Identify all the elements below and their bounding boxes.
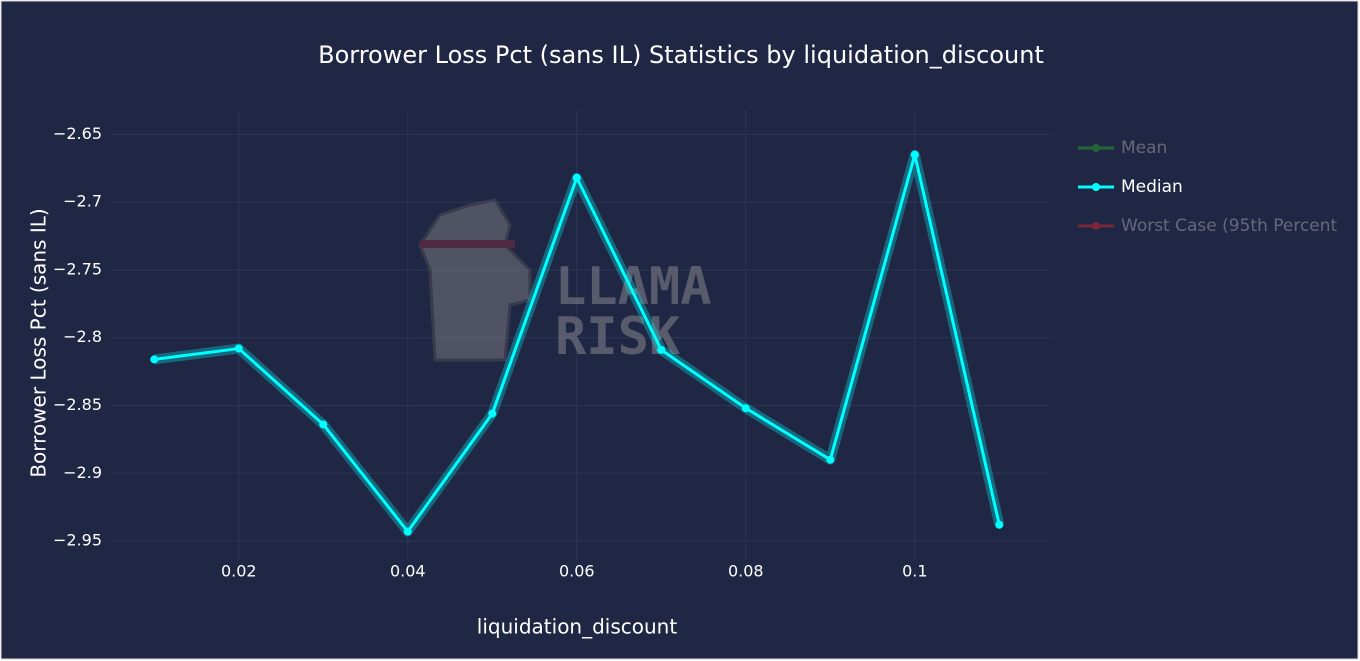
marker [995, 520, 1004, 529]
marker [657, 345, 666, 354]
marker [826, 455, 835, 464]
y-tick-label: −2.95 [53, 531, 102, 550]
y-tick-label: −2.8 [63, 327, 102, 346]
marker [910, 150, 919, 159]
marker [572, 173, 581, 182]
legend-item[interactable]: Median [1078, 177, 1183, 197]
legend-marker [1092, 144, 1100, 152]
legend-item[interactable]: Worst Case (95th Percent [1078, 216, 1338, 236]
y-tick-label: −2.65 [53, 124, 102, 143]
x-tick-label: 0.02 [221, 562, 257, 581]
y-tick-label: −2.7 [63, 192, 102, 211]
y-tick-label: −2.75 [53, 259, 102, 278]
legend-marker [1092, 183, 1100, 191]
legend-label: Worst Case (95th Percent [1121, 216, 1338, 236]
marker [150, 355, 159, 364]
x-tick-label: 0.06 [559, 562, 595, 581]
marker [403, 527, 412, 536]
marker [488, 409, 497, 418]
marker [741, 404, 750, 413]
legend-item[interactable]: Mean [1078, 138, 1167, 158]
chart-title: Borrower Loss Pct (sans IL) Statistics b… [318, 41, 1044, 69]
y-tick-label: −2.9 [63, 463, 102, 482]
watermark-text: LLAMA [555, 257, 712, 317]
x-tick-label: 0.1 [902, 562, 927, 581]
x-tick-label: 0.04 [390, 562, 426, 581]
grid [112, 110, 1050, 560]
marker [234, 344, 243, 353]
marker [319, 420, 328, 429]
legend-label: Median [1121, 177, 1183, 197]
y-tick-label: −2.85 [53, 395, 102, 414]
y-axis-title: Borrower Loss Pct (sans IL) [27, 208, 51, 477]
legend-marker [1092, 222, 1100, 230]
x-axis-title: liquidation_discount [477, 615, 678, 639]
legend-label: Mean [1121, 138, 1167, 158]
watermark-text: RISK [555, 307, 681, 367]
x-tick-label: 0.08 [728, 562, 764, 581]
